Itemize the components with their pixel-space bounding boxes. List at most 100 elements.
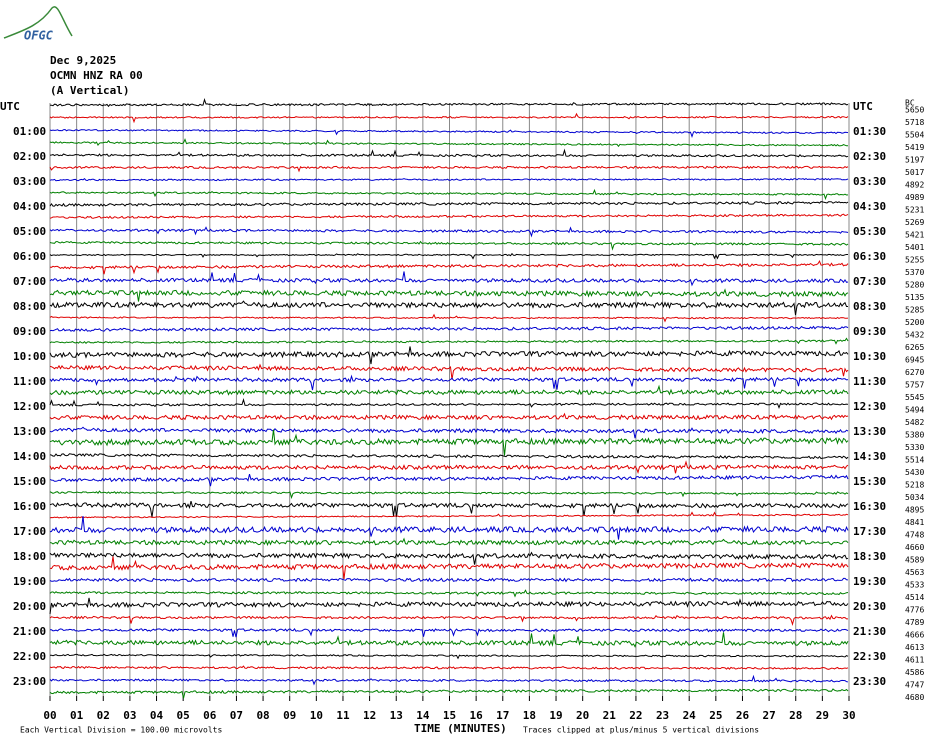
left-label: 14:00	[13, 450, 46, 463]
trace	[49, 138, 848, 148]
left-label: 07:00	[13, 275, 46, 288]
left-label: 19:00	[13, 575, 46, 588]
left-label: 12:00	[13, 400, 46, 413]
x-tick-label: 20	[576, 709, 589, 722]
trace	[49, 363, 849, 380]
clip-note: Traces clipped at plus/minus 5 vertical …	[523, 726, 759, 735]
trace	[49, 453, 849, 460]
x-tick-label: 19	[549, 709, 562, 722]
right-label: 17:30	[853, 525, 886, 538]
trace-level: 5650	[905, 106, 924, 115]
trace	[49, 271, 849, 287]
right-label: 08:30	[853, 300, 886, 313]
trace-level: 5135	[905, 293, 924, 302]
x-tick-label: 26	[736, 709, 750, 722]
trace	[49, 429, 849, 456]
trace	[49, 556, 849, 579]
trace-level: 5430	[905, 468, 924, 477]
left-label: 20:00	[13, 600, 46, 613]
trace-level: 4789	[905, 618, 924, 627]
corner-label: BC	[905, 99, 915, 108]
trace	[49, 551, 849, 565]
trace	[49, 112, 849, 124]
trace	[49, 398, 849, 410]
right-label: 03:30	[853, 175, 886, 188]
trace	[49, 201, 849, 207]
x-tick-label: 22	[629, 709, 642, 722]
trace	[49, 537, 849, 547]
right-label: 05:30	[853, 225, 886, 238]
right-label: 06:30	[853, 250, 886, 263]
trace-level: 5034	[905, 493, 924, 502]
trace	[49, 516, 849, 540]
x-tick-label: 04	[150, 709, 164, 722]
trace-level: 5255	[905, 256, 924, 265]
right-label: 15:30	[853, 475, 886, 488]
trace-level: 4747	[905, 681, 924, 690]
right-label: 12:30	[853, 400, 886, 413]
x-tick-label: 23	[656, 709, 669, 722]
left-label: 22:00	[13, 650, 46, 663]
x-tick-label: 21	[603, 709, 617, 722]
right-label: 10:30	[853, 350, 886, 363]
x-tick-label: 27	[762, 709, 775, 722]
trace-level: 5269	[905, 218, 924, 227]
trace	[49, 128, 849, 139]
trace	[49, 177, 849, 182]
trace	[49, 165, 849, 173]
x-tick-label: 18	[523, 709, 536, 722]
trace-level: 4666	[905, 631, 924, 640]
trace	[49, 665, 849, 670]
trace-level: 4841	[905, 518, 924, 527]
trace	[49, 337, 849, 345]
trace	[49, 460, 849, 475]
x-tick-label: 03	[123, 709, 136, 722]
trace	[49, 688, 849, 699]
trace	[49, 384, 849, 396]
trace	[49, 577, 849, 583]
trace-level: 4895	[905, 506, 924, 515]
trace-level: 4563	[905, 568, 924, 577]
left-label: 06:00	[13, 250, 46, 263]
trace-level: 5757	[905, 381, 924, 390]
trace-level: 5482	[905, 418, 924, 427]
right-label: UTC	[853, 100, 873, 113]
left-label: 02:00	[13, 150, 46, 163]
trace-level: 5380	[905, 431, 924, 440]
right-label: 11:30	[853, 375, 886, 388]
trace-level: 4660	[905, 543, 924, 552]
trace-level: 6945	[905, 356, 924, 365]
left-label: 17:00	[13, 525, 46, 538]
trace-level: 4589	[905, 556, 924, 565]
x-tick-label: 24	[683, 709, 697, 722]
trace-level: 5280	[905, 281, 924, 290]
component: (A Vertical)	[50, 84, 129, 97]
x-tick-label: 12	[363, 709, 376, 722]
trace	[49, 213, 849, 219]
right-label: 02:30	[853, 150, 886, 163]
trace-level: 5545	[905, 393, 924, 402]
trace-level: 4586	[905, 668, 924, 677]
trace-level: 4613	[905, 643, 924, 652]
trace	[49, 589, 849, 598]
right-label: 19:30	[853, 575, 886, 588]
trace-level: 5432	[905, 331, 924, 340]
trace	[49, 674, 849, 686]
x-tick-label: 28	[789, 709, 802, 722]
x-tick-label: 10	[310, 709, 323, 722]
x-tick-label: 29	[816, 709, 829, 722]
trace	[49, 259, 849, 275]
trace-level: 4989	[905, 193, 924, 202]
trace-level: 4611	[905, 656, 924, 665]
left-label: 15:00	[13, 475, 46, 488]
left-label: 21:00	[13, 625, 46, 638]
trace	[49, 240, 849, 251]
right-label: 22:30	[853, 650, 886, 663]
trace-level: 5514	[905, 456, 924, 465]
x-tick-label: 11	[336, 709, 350, 722]
trace	[49, 98, 849, 108]
trace-level: 5421	[905, 231, 924, 240]
x-tick-label: 16	[470, 709, 484, 722]
trace	[49, 597, 849, 615]
